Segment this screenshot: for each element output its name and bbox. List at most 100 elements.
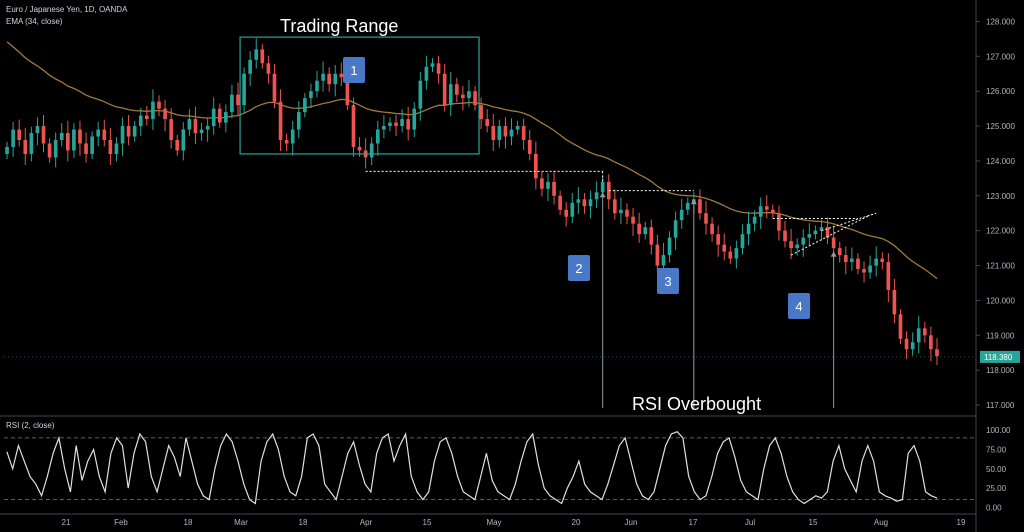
time-tick-label: May xyxy=(486,518,501,527)
signal-arrow xyxy=(599,192,606,408)
candle xyxy=(795,238,799,256)
candle xyxy=(406,106,411,141)
candle xyxy=(242,67,246,113)
candle xyxy=(801,228,806,257)
candle xyxy=(594,181,599,208)
candle xyxy=(649,219,654,255)
candle xyxy=(613,189,617,220)
signal-arrow xyxy=(690,199,697,408)
rsi-tick-label: 75.00 xyxy=(986,445,1007,454)
candle xyxy=(740,224,745,255)
candle xyxy=(132,120,137,142)
candle xyxy=(169,108,173,149)
last-price-label: 118.380 xyxy=(984,353,1013,362)
time-tick-label: 18 xyxy=(184,518,193,527)
marker-badge-1: 1 xyxy=(343,57,365,83)
candle xyxy=(679,198,684,229)
candle xyxy=(582,192,587,214)
candle xyxy=(96,121,101,147)
candle xyxy=(290,120,295,156)
candle xyxy=(442,63,447,112)
candle xyxy=(5,141,9,160)
price-tick-label: 118.000 xyxy=(986,366,1015,375)
time-tick-label: 20 xyxy=(572,518,581,527)
candle xyxy=(710,217,714,242)
candle xyxy=(327,67,331,92)
candle xyxy=(564,202,569,227)
candle xyxy=(35,117,40,146)
price-tick-label: 123.000 xyxy=(986,192,1015,201)
price-tick-label: 120.000 xyxy=(986,296,1015,305)
candle xyxy=(509,118,514,146)
ema-indicator-label: EMA (34, close) xyxy=(6,17,63,26)
candle xyxy=(436,55,441,84)
candle xyxy=(813,225,818,240)
time-tick-label: 19 xyxy=(957,518,966,527)
candle xyxy=(698,189,702,220)
time-tick-label: Jun xyxy=(625,518,638,527)
time-tick-label: Jul xyxy=(745,518,755,527)
candle xyxy=(904,331,909,360)
candle xyxy=(448,72,453,117)
candle xyxy=(746,211,751,246)
candle xyxy=(369,137,374,165)
candle xyxy=(843,246,848,275)
candle xyxy=(752,210,757,232)
candle xyxy=(898,309,903,344)
candle xyxy=(321,61,325,92)
candle xyxy=(892,278,897,324)
candle xyxy=(333,65,338,97)
candle xyxy=(764,195,769,219)
candle xyxy=(224,104,228,133)
time-tick-label: 21 xyxy=(62,518,71,527)
price-tick-label: 127.000 xyxy=(986,52,1015,61)
candle xyxy=(400,109,404,133)
candle xyxy=(114,137,119,162)
candle xyxy=(260,44,265,69)
candle xyxy=(11,121,15,157)
marker-badge-4-label: 4 xyxy=(795,299,802,314)
candle xyxy=(84,132,88,163)
candle xyxy=(309,83,313,109)
candle xyxy=(570,192,575,224)
price-tick-label: 117.000 xyxy=(986,401,1015,410)
candle xyxy=(673,211,678,250)
candle xyxy=(837,241,842,263)
time-tick-label: 15 xyxy=(809,518,818,527)
candle xyxy=(540,171,544,197)
candle xyxy=(916,316,921,354)
candle xyxy=(454,77,459,103)
candle xyxy=(631,208,635,236)
candle xyxy=(637,212,641,243)
candle xyxy=(825,217,830,245)
ema-polyline xyxy=(6,41,938,280)
rsi-tick-label: 25.00 xyxy=(986,484,1007,493)
candle xyxy=(850,247,854,271)
candle xyxy=(819,219,824,241)
candle xyxy=(758,197,763,229)
candle xyxy=(351,97,356,157)
time-tick-label: Mar xyxy=(234,518,248,527)
candle xyxy=(771,204,775,219)
price-axis: 128.000 127.000 126.000 125.000 124.000 123.0… xyxy=(4,17,1020,410)
candle xyxy=(935,338,939,365)
candle xyxy=(375,120,380,156)
candle xyxy=(388,117,392,132)
candle xyxy=(862,261,866,283)
candle xyxy=(296,101,301,139)
candle xyxy=(521,118,526,150)
trading-range-box xyxy=(239,36,480,155)
marker-badge-2: 2 xyxy=(568,255,590,281)
trading-range-label: Trading Range xyxy=(280,16,398,36)
candle xyxy=(922,321,927,343)
marker-badge-2-label: 2 xyxy=(575,261,582,276)
candle xyxy=(29,126,34,162)
candle xyxy=(23,127,28,165)
candle xyxy=(278,89,283,152)
candle xyxy=(789,228,793,260)
candle xyxy=(533,141,538,190)
candle xyxy=(108,127,113,165)
candle xyxy=(485,109,490,133)
time-tick-label: Feb xyxy=(114,518,128,527)
candle xyxy=(716,225,720,257)
